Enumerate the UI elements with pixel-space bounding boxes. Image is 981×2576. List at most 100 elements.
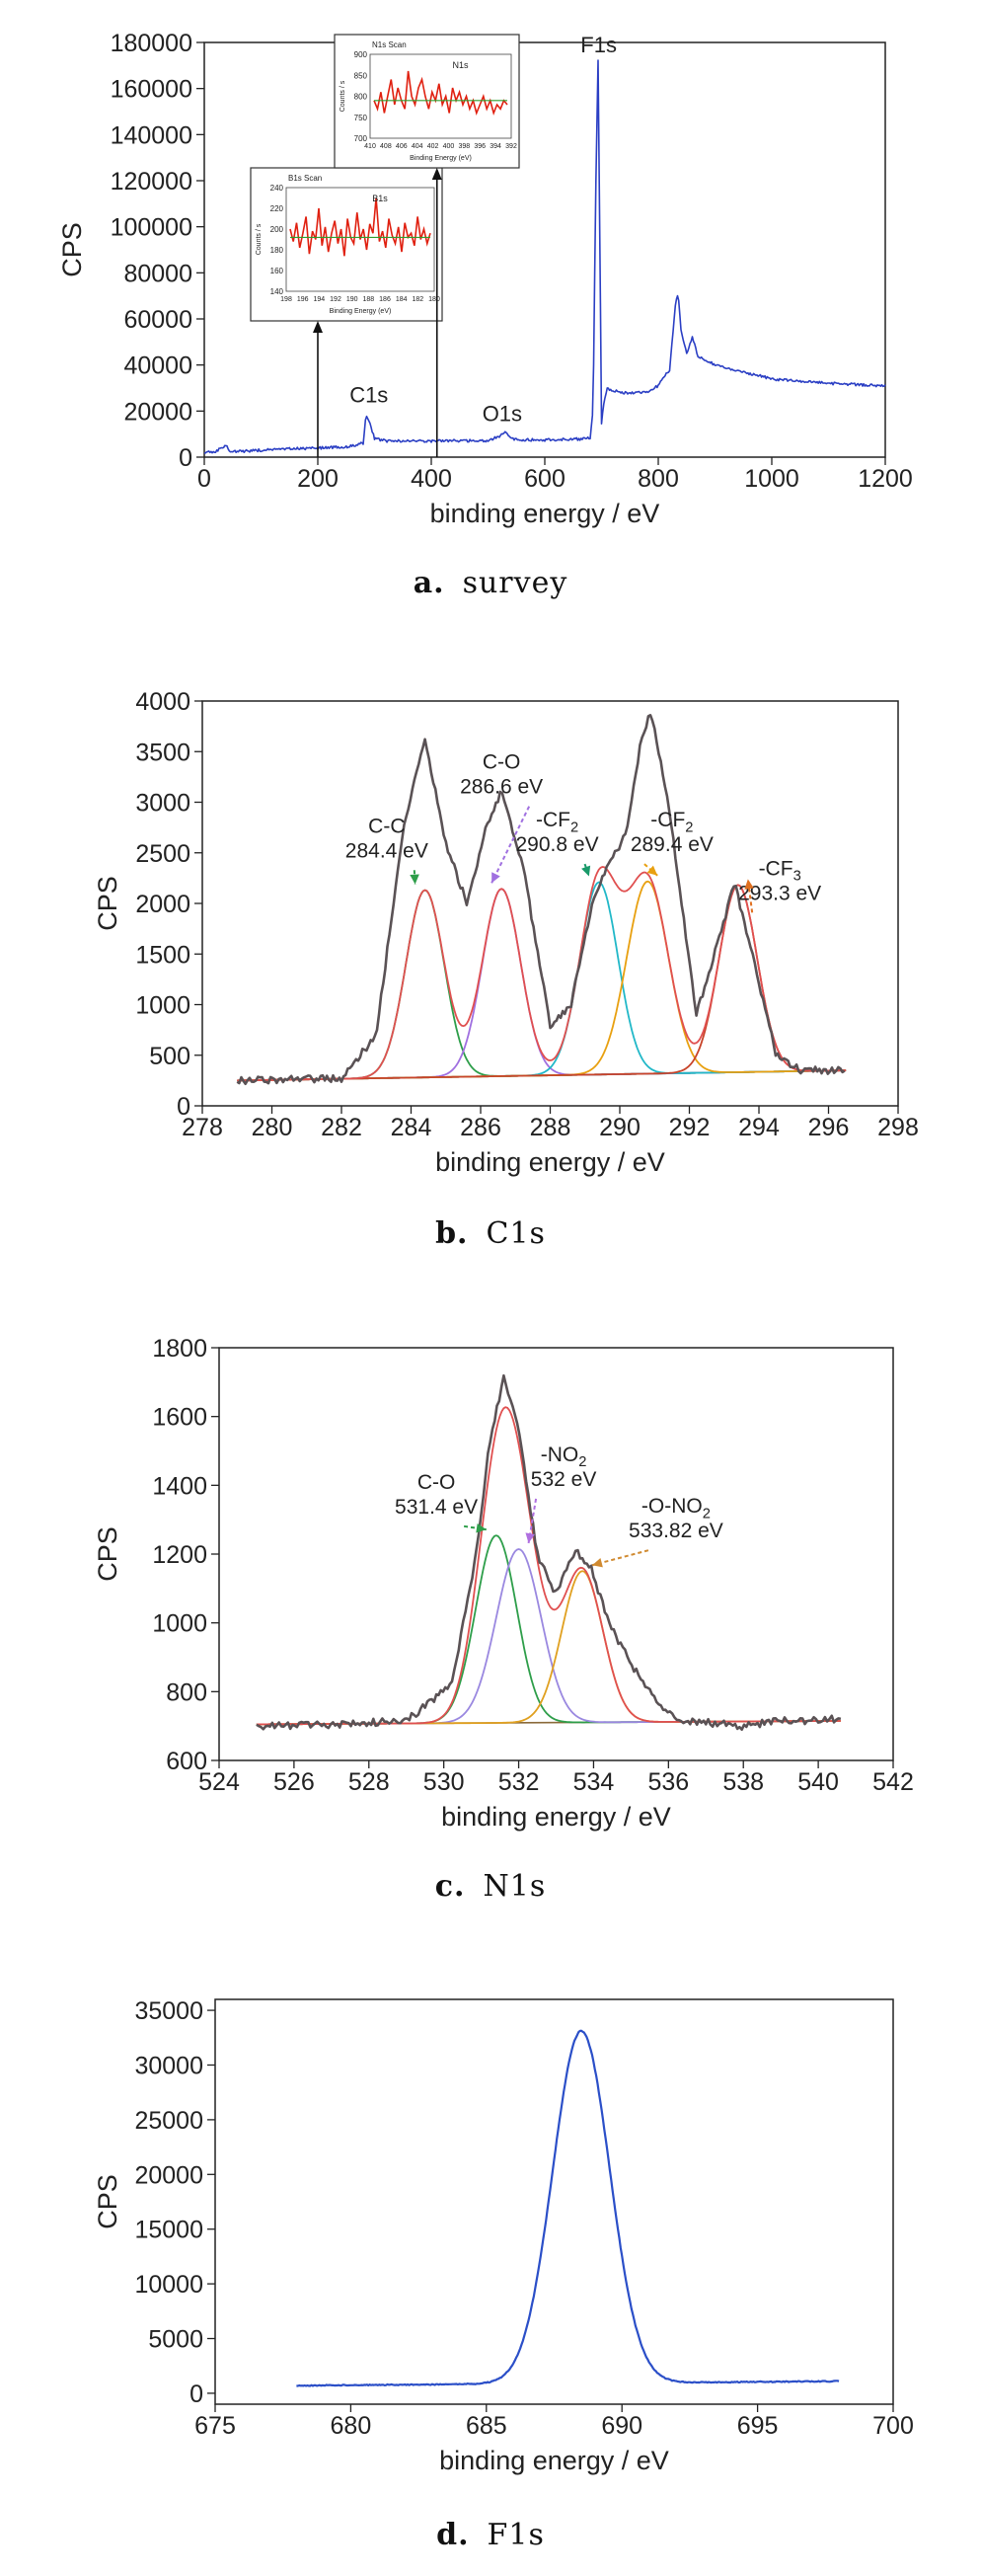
y-tick-label: 2500 — [135, 840, 190, 868]
y-tick-label: 3000 — [135, 790, 190, 818]
plot-frame — [218, 1347, 894, 1761]
x-tick-label: 675 — [194, 2412, 236, 2440]
caption-label: d. — [436, 2518, 470, 2552]
component-name: C-O — [417, 1471, 456, 1494]
survey-caption: a. survey — [0, 566, 981, 600]
component-energy: 286.6 eV — [460, 776, 543, 799]
f1s-chart: 675 680 685 690 695 700 0 5000 10000 15000 20000 25… — [93, 1997, 914, 2475]
inset-title: N1s Scan — [372, 40, 407, 49]
y-tick-label: 25000 — [134, 2107, 203, 2135]
inset-x-tick-label: 182 — [412, 296, 423, 303]
y-tick-label: 4000 — [135, 688, 190, 716]
inset-x-tick-label: 392 — [505, 143, 517, 150]
survey-panel: 0 200 400 600 800 1000 1200 0 20000 40000 60000 800… — [0, 0, 981, 553]
label-arrow-head — [491, 872, 500, 884]
x-tick-label: 530 — [423, 1768, 465, 1796]
label-arrow — [463, 1524, 487, 1531]
inset-x-tick-label: 192 — [330, 296, 341, 303]
x-tick-label: 536 — [647, 1768, 689, 1796]
x-tick-label: 685 — [466, 2412, 507, 2440]
inset-plot-frame — [369, 53, 512, 139]
component-name: -O-NO2 — [641, 1495, 711, 1522]
inset-y-tick-label: 220 — [270, 204, 284, 213]
x-tick-label: 600 — [524, 465, 566, 493]
n1s-chart: 524 526 528 530 532 534 536 538 540 542 600 800 1000… — [93, 1335, 914, 1832]
y-axis-label: CPS — [93, 1526, 122, 1582]
y-tick-label: 120000 — [111, 168, 192, 195]
c1s-panel: 278 280 282 284 286 288 290 292 294 296 298 0 500 100… — [0, 662, 981, 1224]
y-tick-label: 1800 — [152, 1335, 207, 1363]
x-tick-label: 286 — [460, 1114, 501, 1141]
inset-x-tick-label: 188 — [362, 296, 374, 303]
caption-label: a. — [413, 566, 445, 600]
label-arrow-head — [476, 1522, 487, 1533]
component-energy: 290.8 eV — [516, 833, 599, 856]
inset-y-tick-label: 700 — [354, 134, 368, 143]
component-name: C-O — [483, 751, 521, 774]
label-arrow-head — [581, 865, 591, 877]
caption-text: N1s — [483, 1869, 547, 1904]
inset-x-tick-label: 408 — [380, 143, 392, 150]
x-tick-label: 1000 — [744, 465, 799, 493]
x-tick-label: 296 — [808, 1114, 850, 1141]
y-tick-label: 3500 — [135, 739, 190, 766]
component-energy: 533.82 eV — [629, 1520, 723, 1542]
x-tick-label: 532 — [498, 1768, 540, 1796]
inset-x-tick-label: 180 — [428, 296, 440, 303]
x-axis-label: binding energy / eV — [430, 499, 660, 528]
inset-y-tick-label: 800 — [354, 93, 368, 102]
label-arrow-head — [525, 1532, 535, 1543]
y-tick-label: 1600 — [152, 1404, 207, 1432]
y-tick-label: 80000 — [123, 260, 192, 287]
y-tick-label: 0 — [177, 1093, 190, 1121]
peak-label: F1s — [580, 33, 617, 57]
x-tick-label: 542 — [872, 1768, 914, 1796]
raw-spectrum — [236, 713, 846, 1086]
y-axis-label: CPS — [57, 222, 87, 277]
y-axis-label: CPS — [93, 2174, 122, 2229]
raw-spectrum — [256, 1373, 842, 1732]
x-tick-label: 282 — [321, 1114, 362, 1141]
y-tick-label: 15000 — [134, 2217, 203, 2244]
x-tick-label: 0 — [197, 465, 211, 493]
y-tick-label: 600 — [166, 1748, 207, 1775]
component-energy: 289.4 eV — [631, 833, 714, 856]
inset-pointer-head — [313, 321, 323, 333]
caption-label: b. — [435, 1216, 469, 1251]
inset-pointer-head — [431, 168, 442, 180]
plot-frame — [214, 1998, 894, 2405]
peak-label: C1s — [349, 383, 388, 408]
survey-chart: 0 200 400 600 800 1000 1200 0 20000 40000 60000 800… — [57, 30, 913, 528]
inset-frame — [250, 167, 443, 322]
component-name: -CF2 — [536, 809, 578, 835]
x-tick-label: 540 — [797, 1768, 839, 1796]
inset-y-tick-label: 850 — [354, 71, 368, 80]
y-tick-label: 500 — [149, 1043, 190, 1070]
y-tick-label: 800 — [166, 1678, 207, 1706]
y-tick-label: 40000 — [123, 352, 192, 380]
inset-spectrum — [289, 197, 431, 257]
component-energy: 284.4 eV — [345, 839, 428, 862]
y-tick-label: 160000 — [111, 76, 192, 104]
x-tick-label: 1200 — [858, 465, 913, 493]
inset-y-label: Counts / s — [256, 223, 263, 255]
x-axis-label: binding energy / eV — [435, 1147, 665, 1177]
y-tick-label: 20000 — [134, 2161, 203, 2189]
inset-x-tick-label: 398 — [458, 143, 470, 150]
caption-text: survey — [462, 566, 568, 600]
x-tick-label: 400 — [411, 465, 452, 493]
component-energy: 532 eV — [531, 1468, 597, 1491]
x-tick-label: 284 — [391, 1114, 432, 1141]
inset-x-tick-label: 406 — [396, 143, 408, 150]
inset-x-tick-label: 396 — [474, 143, 486, 150]
inset-plot-frame — [285, 187, 435, 292]
x-tick-label: 280 — [252, 1114, 293, 1141]
y-tick-label: 1200 — [152, 1541, 207, 1569]
x-tick-label: 294 — [738, 1114, 780, 1141]
x-tick-label: 800 — [638, 465, 679, 493]
inset-title: B1s Scan — [288, 174, 322, 183]
y-tick-label: 1400 — [152, 1472, 207, 1500]
x-tick-label: 528 — [348, 1768, 390, 1796]
y-tick-label: 1000 — [152, 1610, 207, 1638]
x-tick-label: 700 — [872, 2412, 914, 2440]
